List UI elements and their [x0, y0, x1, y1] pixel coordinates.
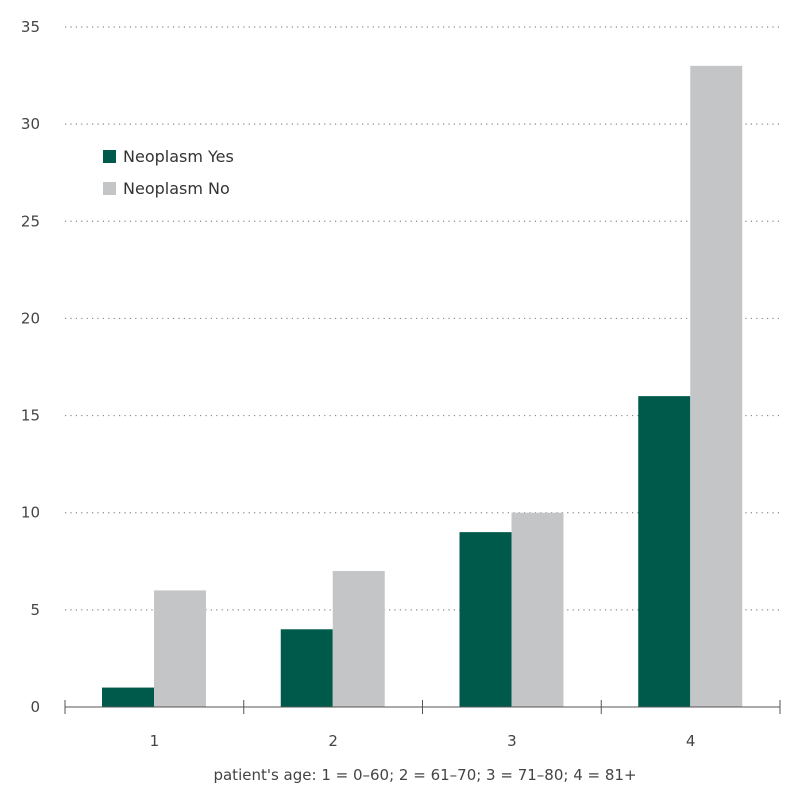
y-tick-label: 5	[30, 601, 40, 619]
bar-neoplasm-yes-cat-3	[459, 532, 512, 707]
x-tick-label: 4	[686, 732, 696, 750]
bar-neoplasm-no-cat-3	[511, 512, 564, 707]
bar-neoplasm-yes-cat-2	[280, 629, 333, 707]
x-tick-label: 1	[150, 732, 160, 750]
y-tick-label: 15	[21, 407, 40, 425]
legend: Neoplasm Yes Neoplasm No	[103, 147, 234, 198]
bar-neoplasm-no-cat-1	[154, 590, 206, 707]
x-tick-label: 3	[507, 732, 517, 750]
y-tick-label: 20	[21, 309, 40, 327]
y-tick-label: 0	[30, 698, 40, 716]
bar-neoplasm-no-cat-4	[690, 65, 743, 708]
legend-swatch	[103, 150, 116, 163]
y-tick-label: 35	[21, 18, 40, 36]
x-tick-label: 2	[328, 732, 338, 750]
legend-swatch	[103, 182, 116, 195]
bars	[102, 65, 743, 708]
y-axis-ticks: 0 5 10 15 20 25 30 35	[21, 18, 40, 716]
bar-neoplasm-no-cat-2	[332, 571, 385, 707]
y-tick-label: 25	[21, 212, 40, 230]
bar-neoplasm-yes-cat-4	[638, 396, 691, 707]
gridlines	[65, 26, 780, 611]
legend-label: Neoplasm No	[123, 179, 230, 198]
x-axis-ticks: 1 2 3 4	[64, 700, 781, 750]
y-tick-label: 10	[21, 504, 40, 522]
legend-label: Neoplasm Yes	[123, 147, 234, 166]
bar-neoplasm-yes-cat-1	[102, 687, 154, 707]
x-axis-label: patient's age: 1 = 0–60; 2 = 61–70; 3 = …	[213, 766, 636, 784]
y-tick-label: 30	[21, 115, 40, 133]
